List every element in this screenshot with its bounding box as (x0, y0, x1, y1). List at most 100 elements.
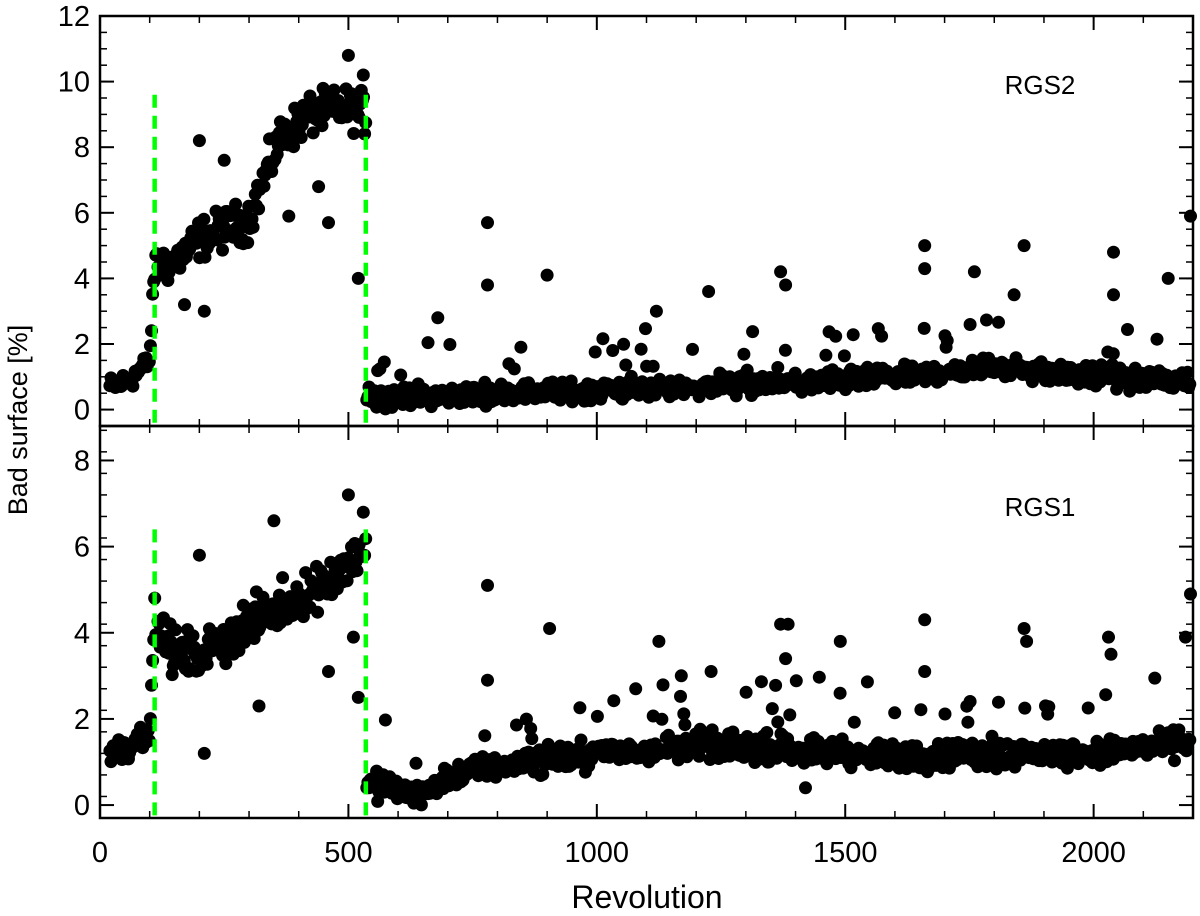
data-point-outlier (543, 622, 557, 635)
data-point (771, 361, 785, 374)
data-point (677, 707, 691, 721)
data-point (241, 236, 255, 250)
data-point-outlier (356, 505, 370, 519)
data-point-outlier (481, 216, 494, 230)
data-point (783, 708, 797, 722)
data-point-outlier (833, 634, 847, 648)
data-point-outlier (702, 285, 716, 298)
data-point (409, 756, 423, 770)
data-point (507, 362, 521, 376)
data-point-outlier (1161, 271, 1175, 285)
y-tick-label: 0 (74, 790, 90, 822)
y-tick-label: 6 (74, 532, 90, 564)
data-point-outlier (312, 180, 326, 194)
data-point-outlier (774, 265, 788, 279)
x-tick-label: 1500 (813, 837, 878, 869)
y-tick-label: 10 (58, 67, 90, 99)
panel-label: RGS2 (1005, 70, 1076, 100)
data-point (246, 220, 260, 234)
data-point-outlier (1020, 634, 1034, 648)
y-tick-label: 8 (74, 132, 90, 164)
data-point (765, 702, 779, 716)
data-point (294, 131, 308, 144)
data-points (103, 488, 1197, 812)
data-point (917, 321, 931, 335)
data-point-outlier (178, 298, 191, 312)
data-point (1106, 347, 1120, 361)
data-point-outlier (649, 304, 663, 318)
data-point (914, 703, 928, 717)
data-point (846, 328, 860, 342)
data-point-outlier (481, 278, 494, 292)
data-point (940, 334, 954, 348)
x-tick-label: 500 (324, 837, 372, 869)
data-point (315, 119, 329, 133)
data-point (678, 718, 692, 732)
data-point (126, 379, 140, 393)
data-point (1181, 365, 1195, 379)
data-point-outlier (322, 665, 335, 678)
data-point-outlier (1107, 288, 1120, 302)
data-point (674, 689, 687, 703)
data-point-outlier (192, 548, 206, 562)
data-point (414, 798, 428, 812)
data-point-outlier (779, 278, 793, 292)
data-point-outlier (704, 665, 718, 678)
data-point (656, 678, 670, 692)
data-point (478, 729, 492, 743)
data-point (357, 90, 370, 104)
data-point-outlier (481, 673, 494, 687)
data-point (963, 318, 977, 331)
data-point (888, 706, 902, 720)
data-point (1150, 332, 1164, 346)
panel-rgs2: 0 2 4 6 8 10 12 RGS2 (58, 1, 1197, 428)
data-point (963, 695, 977, 708)
data-point-outlier (967, 265, 981, 279)
data-point (606, 344, 620, 357)
y-tick-label: 12 (58, 1, 90, 33)
data-point (634, 342, 648, 356)
data-point (1081, 701, 1095, 715)
data-point (1099, 688, 1113, 702)
data-point (746, 325, 760, 339)
data-point (778, 343, 792, 357)
data-point (619, 358, 633, 372)
data-point (819, 348, 833, 362)
data-point (257, 179, 271, 193)
data-point (350, 564, 364, 578)
data-point (574, 733, 588, 747)
data-point-outlier (1017, 239, 1031, 253)
y-axis-title: Bad surface [%] (3, 325, 33, 516)
x-tick-label: 2000 (1061, 837, 1126, 869)
data-point-outlier (351, 271, 365, 285)
panel-label: RGS1 (1005, 492, 1076, 522)
data-point-outlier (799, 781, 812, 795)
data-point-outlier (1102, 630, 1115, 644)
data-point (514, 340, 528, 354)
data-point (980, 313, 993, 327)
y-tick-label: 2 (74, 329, 90, 361)
y-tick-label: 4 (74, 618, 90, 650)
data-point (276, 571, 290, 585)
data-point (141, 724, 155, 738)
data-point (760, 726, 774, 739)
data-point (860, 675, 874, 689)
data-points (103, 48, 1197, 416)
data-point (771, 715, 785, 729)
data-point (573, 701, 587, 715)
data-point-outlier (918, 665, 932, 678)
data-point-outlier (267, 514, 281, 528)
x-axis-title: Revolution (571, 879, 722, 915)
data-point-outlier (918, 613, 932, 627)
x-tick-label: 1000 (565, 837, 630, 869)
data-point (754, 675, 768, 689)
data-point (829, 329, 843, 343)
data-point (646, 359, 660, 373)
data-point (588, 345, 602, 359)
data-point (200, 657, 214, 671)
data-point-outlier (282, 209, 296, 223)
x-tick-labels: 0 500 1000 1500 2000 (92, 837, 1126, 869)
data-point (510, 718, 523, 732)
data-point-outlier (1107, 245, 1120, 259)
data-point-outlier (481, 578, 494, 592)
